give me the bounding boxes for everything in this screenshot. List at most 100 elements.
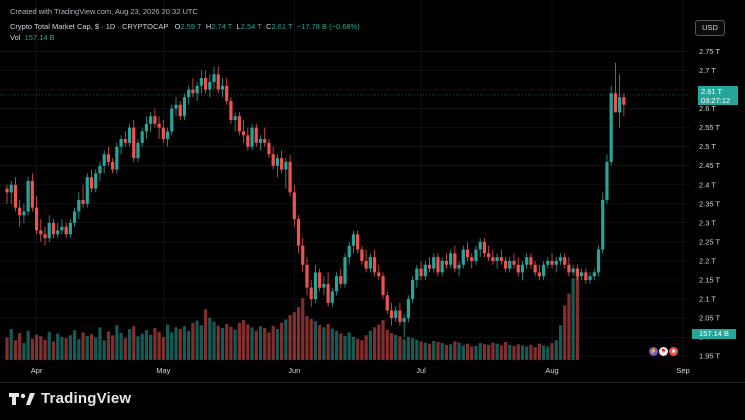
currency-button[interactable]: USD <box>695 20 725 36</box>
candle-body[interactable] <box>60 226 64 231</box>
candle-body[interactable] <box>102 154 106 166</box>
candle-body[interactable] <box>127 127 132 143</box>
candle-body[interactable] <box>153 116 157 124</box>
candle-body[interactable] <box>250 127 254 147</box>
candle-body[interactable] <box>432 257 436 269</box>
candle-body[interactable] <box>520 264 525 273</box>
candle-body[interactable] <box>575 268 579 277</box>
price-axis[interactable]: 2.75 T2.7 T2.65 T2.6 T2.55 T2.5 T2.45 T2… <box>699 47 721 361</box>
candle-body[interactable] <box>402 318 406 322</box>
candle-body[interactable] <box>233 116 237 120</box>
candle-body[interactable] <box>275 158 279 166</box>
candle-body[interactable] <box>13 184 18 208</box>
candle-body[interactable] <box>440 260 444 273</box>
candle-body[interactable] <box>216 74 220 90</box>
time-axis[interactable]: Apr May Jun Jul Aug Sep <box>31 366 690 375</box>
candle-body[interactable] <box>605 161 609 200</box>
candle-body[interactable] <box>229 100 233 120</box>
candle-body[interactable] <box>499 257 503 261</box>
candle-body[interactable] <box>491 257 495 261</box>
candle-body[interactable] <box>322 283 326 288</box>
candle-body[interactable] <box>461 249 465 265</box>
candle-body[interactable] <box>470 257 474 261</box>
candle-body[interactable] <box>309 287 313 300</box>
candle-body[interactable] <box>292 192 296 220</box>
candle-body[interactable] <box>368 257 372 269</box>
candle-body[interactable] <box>567 264 571 273</box>
candle-body[interactable] <box>618 97 622 113</box>
candle-body[interactable] <box>385 295 389 311</box>
candle-body[interactable] <box>351 234 356 246</box>
candle-body[interactable] <box>347 245 351 258</box>
candle-body[interactable] <box>571 268 575 273</box>
candle-body[interactable] <box>525 257 529 265</box>
candle-body[interactable] <box>258 139 263 143</box>
candle-body[interactable] <box>609 93 613 162</box>
candle-body[interactable] <box>364 260 368 269</box>
candle-body[interactable] <box>318 272 322 288</box>
candle-body[interactable] <box>533 264 537 273</box>
candle-body[interactable] <box>305 264 309 288</box>
candle-body[interactable] <box>115 146 119 170</box>
candle-body[interactable] <box>389 310 394 319</box>
candle-body[interactable] <box>254 127 258 143</box>
candle-body[interactable] <box>22 211 26 216</box>
candle-body[interactable] <box>343 257 347 284</box>
candle-body[interactable] <box>482 241 487 254</box>
candle-body[interactable] <box>326 283 330 303</box>
candle-body[interactable] <box>149 116 153 124</box>
candle-body[interactable] <box>30 180 34 208</box>
candle-body[interactable] <box>203 78 208 90</box>
us-flag-icon[interactable]: ⚑ <box>659 347 668 356</box>
news-icon[interactable]: ■ <box>669 347 678 356</box>
candle-body[interactable] <box>554 260 558 265</box>
candle-body[interactable] <box>271 154 275 166</box>
candle-body[interactable] <box>246 135 250 147</box>
candle-body[interactable] <box>584 272 588 280</box>
candle-body[interactable] <box>356 234 360 250</box>
candle-body[interactable] <box>237 116 241 132</box>
candle-body[interactable] <box>537 272 541 277</box>
candle-body[interactable] <box>98 165 102 174</box>
candle-body[interactable] <box>516 264 520 273</box>
candle-body[interactable] <box>503 260 508 269</box>
candle-body[interactable] <box>465 249 470 258</box>
candle-body[interactable] <box>77 200 81 212</box>
candle-body[interactable] <box>140 131 144 143</box>
candle-body[interactable] <box>43 234 47 239</box>
candle-body[interactable] <box>406 299 410 319</box>
candle-body[interactable] <box>394 310 398 319</box>
candle-body[interactable] <box>280 158 284 170</box>
candle-body[interactable] <box>588 276 592 280</box>
candle-body[interactable] <box>453 253 457 269</box>
candle-body[interactable] <box>550 260 554 265</box>
candle-body[interactable] <box>5 188 9 193</box>
candle-body[interactable] <box>144 123 149 132</box>
candle-body[interactable] <box>212 74 216 82</box>
candle-body[interactable] <box>18 207 22 216</box>
candle-body[interactable] <box>111 161 115 170</box>
candle-body[interactable] <box>68 222 72 235</box>
candle-body[interactable] <box>592 272 596 277</box>
candle-body[interactable] <box>301 245 305 265</box>
candle-body[interactable] <box>64 226 68 235</box>
candle-body[interactable] <box>242 131 246 136</box>
candle-body[interactable] <box>9 184 13 193</box>
candle-body[interactable] <box>119 139 123 147</box>
candle-body[interactable] <box>81 200 85 204</box>
candle-body[interactable] <box>267 142 271 155</box>
candle-body[interactable] <box>165 131 170 140</box>
candle-body[interactable] <box>220 85 225 90</box>
candle-body[interactable] <box>449 253 453 265</box>
candle-body[interactable] <box>398 310 402 322</box>
candle-body[interactable] <box>558 257 563 261</box>
candle-body[interactable] <box>423 264 427 277</box>
candle-body[interactable] <box>47 222 51 239</box>
symbol-title[interactable]: Crypto Total Market Cap, $ · 1D · CRYPTO… <box>10 22 169 31</box>
candle-body[interactable] <box>136 142 140 159</box>
candle-body[interactable] <box>170 108 174 132</box>
candle-body[interactable] <box>284 161 288 170</box>
candle-body[interactable] <box>512 260 516 265</box>
candle-body[interactable] <box>622 97 626 105</box>
candlestick-chart[interactable]: 2.75 T2.7 T2.65 T2.6 T2.55 T2.5 T2.45 T2… <box>0 0 745 382</box>
